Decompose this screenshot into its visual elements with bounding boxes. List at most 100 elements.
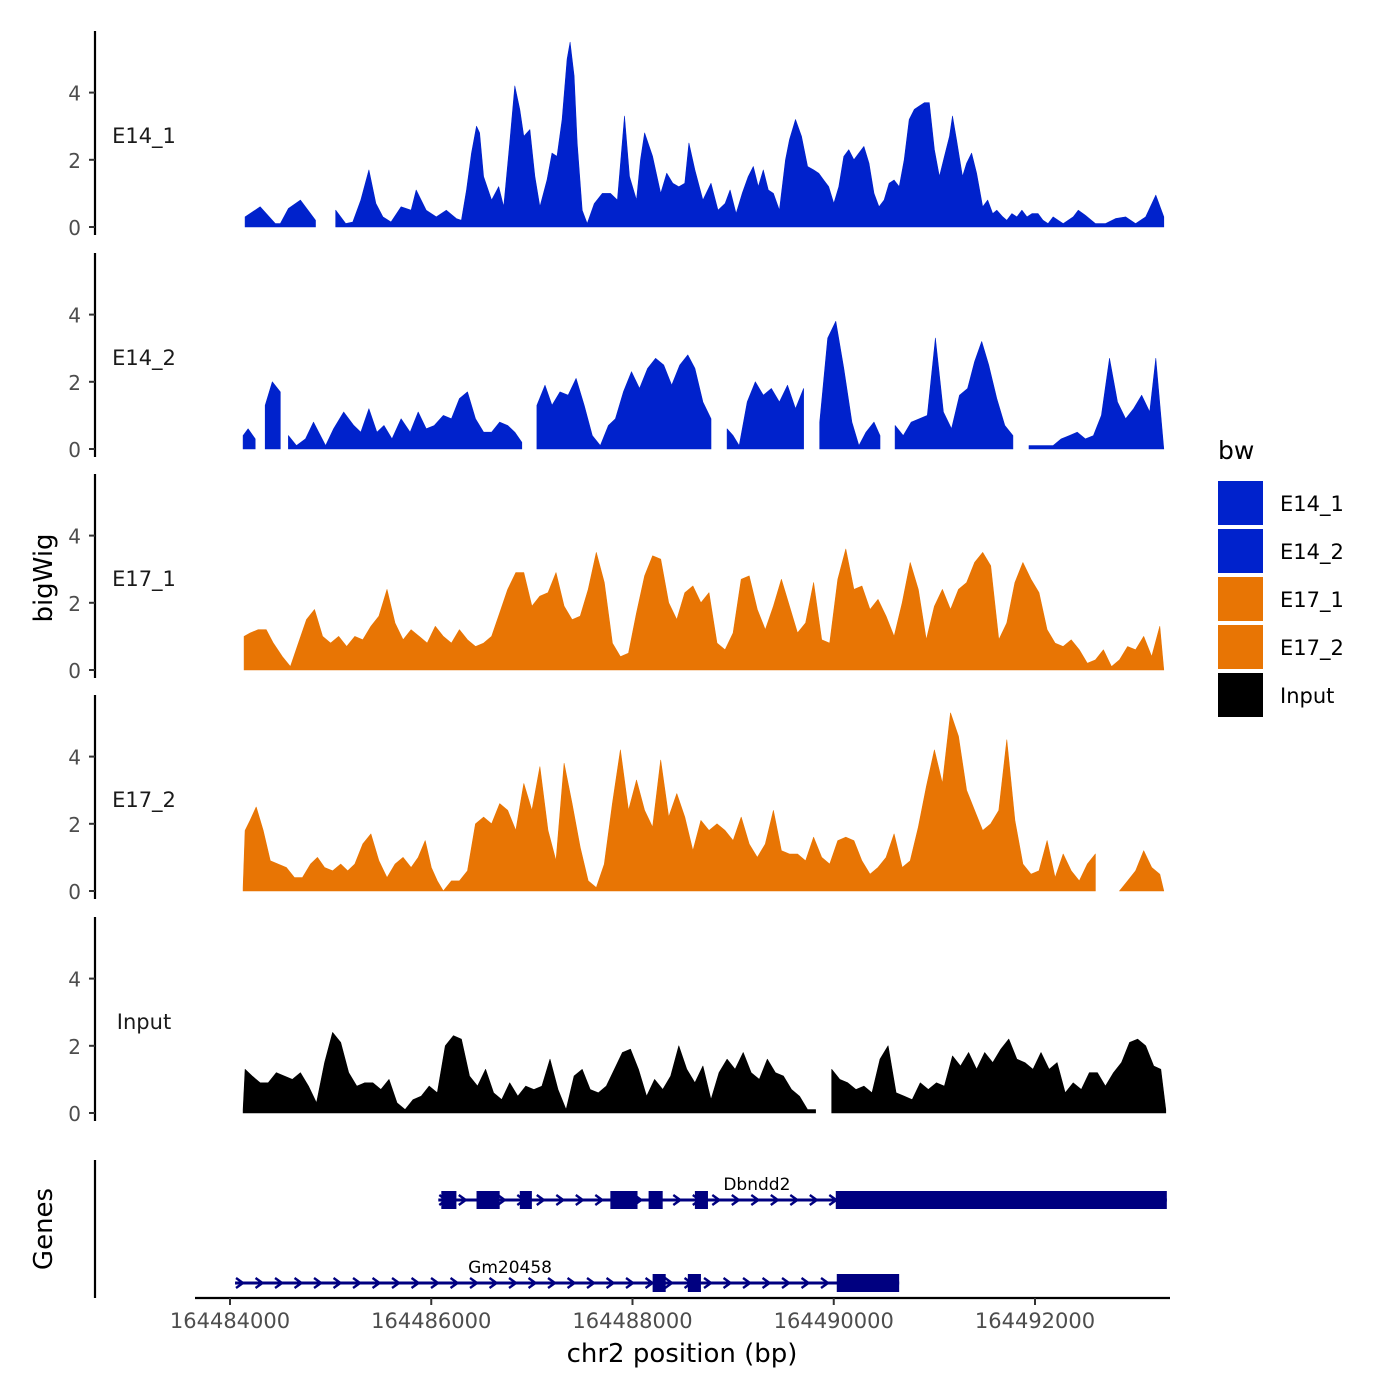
coverage-area [242, 1032, 816, 1114]
strand-chevron [566, 1277, 577, 1289]
strand-chevron [644, 1277, 655, 1289]
x-tick-label: 164484000 [170, 1309, 290, 1333]
coverage-area [894, 337, 1014, 450]
legend-item-e14-2: E14_2 [1218, 529, 1344, 573]
gene-exon [441, 1191, 457, 1209]
y-axis-title: bigWig [29, 533, 59, 622]
legend-swatch [1218, 673, 1263, 717]
strand-chevron [742, 1277, 753, 1289]
gene-exon [694, 1191, 708, 1209]
y-tick-label: 0 [68, 880, 81, 904]
y-tick-label: 2 [68, 592, 81, 616]
coverage-area [288, 391, 523, 450]
gene-exon [652, 1274, 666, 1292]
legend-swatch [1218, 577, 1263, 621]
coverage-area [819, 321, 881, 450]
coverage-area [244, 199, 316, 228]
strand-chevron [547, 1277, 558, 1289]
gene-label: Gm20458 [468, 1258, 552, 1278]
track-label: Input [117, 1010, 171, 1034]
legend-item-e17-1: E17_1 [1218, 577, 1344, 621]
legend-swatch [1218, 529, 1263, 573]
strand-chevron [722, 1277, 733, 1289]
strand-chevron [527, 1277, 538, 1289]
legend-entries: E14_1 E14_2 E17_1 E17_2 Input [1218, 481, 1344, 717]
legend-label: E17_1 [1280, 588, 1344, 613]
coverage-area [242, 712, 1096, 892]
gene-track: Dbndd2 Gm20458 [93, 1160, 1167, 1298]
strand-chevron [430, 1277, 441, 1289]
strand-chevron [391, 1277, 402, 1289]
strand-chevron [469, 1277, 480, 1289]
coverage-area [1119, 850, 1165, 892]
strand-chevron [672, 1194, 683, 1206]
coverage-area [726, 381, 804, 450]
legend-swatch [1218, 625, 1263, 669]
legend-item-input: Input [1218, 673, 1334, 717]
coverage-area [242, 428, 256, 450]
strand-chevron [575, 1194, 585, 1206]
strand-chevron [711, 1194, 722, 1206]
track-e14-2: 0 2 4 E14_2 [68, 253, 1165, 462]
track-e17-2: 0 2 4 E17_2 [68, 695, 1165, 904]
y-tick-label: 4 [68, 968, 81, 992]
coverage-tracks: 0 2 4 E14_1 0 2 4 E14_2 0 2 4 E17_1 0 2 4 E17_2 0 2 4 Input [68, 31, 1167, 1126]
gene-exon [648, 1191, 663, 1209]
strand-chevron [605, 1277, 616, 1289]
strand-chevron [809, 1194, 819, 1206]
legend-label: E14_1 [1280, 492, 1344, 517]
strand-chevron [731, 1194, 741, 1206]
strand-chevron [594, 1194, 605, 1206]
legend-swatch [1218, 481, 1263, 525]
strand-chevron [750, 1194, 761, 1206]
strand-chevron [410, 1277, 421, 1289]
strand-chevron [761, 1277, 772, 1289]
y-tick-label: 0 [68, 216, 81, 240]
track-label: E14_2 [112, 346, 176, 371]
x-axis-title: chr2 position (bp) [567, 1339, 798, 1369]
strand-chevron [555, 1194, 566, 1206]
y-tick-label: 2 [68, 813, 81, 837]
y-tick-label: 2 [68, 371, 81, 395]
y-tick-label: 0 [68, 1102, 81, 1126]
legend-title: bw [1218, 436, 1254, 465]
coverage-area [335, 41, 1165, 228]
x-tick-label: 164486000 [371, 1309, 491, 1333]
strand-chevron [770, 1194, 780, 1206]
track-e17-1: 0 2 4 E17_1 [68, 474, 1165, 683]
strand-chevron [497, 1194, 507, 1206]
gene-exon [836, 1274, 900, 1292]
legend-label: Input [1280, 684, 1334, 708]
x-axis-ticks: 164484000 164486000 164488000 164490000 1644… [170, 1298, 1095, 1333]
strand-chevron [586, 1277, 597, 1289]
strand-chevron [536, 1194, 546, 1206]
track-label: E17_2 [112, 788, 176, 813]
strand-chevron [508, 1277, 519, 1289]
strand-chevron [820, 1277, 831, 1289]
strand-chevron [789, 1194, 800, 1206]
legend-label: E14_2 [1280, 540, 1344, 565]
track-label: E14_1 [112, 124, 176, 149]
gene-exon [835, 1191, 1167, 1209]
x-tick-label: 164488000 [572, 1309, 692, 1333]
track-input: 0 2 4 Input [68, 917, 1167, 1126]
strand-chevron [703, 1277, 714, 1289]
genes-axis-title: Genes [29, 1188, 59, 1270]
gene-exon [610, 1191, 638, 1209]
legend-item-e14-1: E14_1 [1218, 481, 1344, 525]
gene-label: Dbndd2 [723, 1175, 790, 1195]
legend: bw E14_1 E14_2 E17_1 E17_2 Input [1218, 436, 1344, 717]
y-tick-label: 4 [68, 82, 81, 106]
y-tick-label: 0 [68, 438, 81, 462]
track-label: E17_1 [112, 567, 176, 592]
x-tick-label: 164492000 [975, 1309, 1095, 1333]
strand-chevron [458, 1194, 468, 1206]
strand-chevron [781, 1277, 792, 1289]
y-tick-label: 2 [68, 149, 81, 173]
y-tick-label: 4 [68, 525, 81, 549]
strand-chevron [235, 1277, 246, 1289]
strand-chevron [625, 1277, 636, 1289]
y-tick-label: 4 [68, 304, 81, 328]
gene-exon [476, 1191, 500, 1209]
